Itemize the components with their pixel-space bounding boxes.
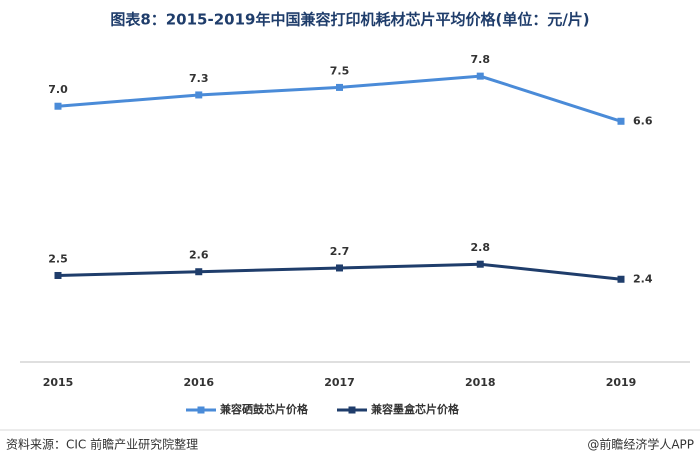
point-marker (476, 72, 484, 80)
data-label: 2.6 (189, 249, 209, 262)
point-marker (54, 102, 62, 110)
legend-marker (197, 406, 205, 414)
point-marker (195, 91, 203, 99)
point-marker (476, 260, 484, 268)
data-label: 7.5 (330, 64, 350, 77)
legend-label: 兼容硒鼓芯片价格 (220, 402, 309, 416)
data-label: 2.7 (330, 245, 350, 258)
x-tick-label: 2018 (465, 376, 496, 389)
point-marker (195, 268, 203, 276)
legend-label: 兼容墨盒芯片价格 (371, 402, 460, 416)
x-tick-label: 2015 (43, 376, 74, 389)
x-tick-label: 2016 (183, 376, 214, 389)
point-marker (54, 271, 62, 279)
x-tick-label: 2017 (324, 376, 355, 389)
point-marker (617, 275, 625, 283)
chart-title: 图表8：2015-2019年中国兼容打印机耗材芯片平均价格(单位：元/片) (110, 11, 589, 29)
data-label: 2.5 (48, 252, 68, 265)
data-label: 2.4 (633, 272, 653, 285)
data-label: 2.8 (471, 241, 491, 254)
credit: @前瞻经济学人APP (587, 437, 694, 452)
source: 资料来源：CIC 前瞻产业研究院整理 (6, 437, 198, 452)
point-marker (336, 83, 343, 91)
legend-marker (348, 406, 356, 414)
data-label: 7.0 (48, 83, 68, 96)
point-marker (336, 264, 343, 272)
x-tick-label: 2019 (606, 376, 637, 389)
data-label: 7.8 (471, 53, 491, 66)
data-label: 6.6 (633, 114, 653, 127)
data-label: 7.3 (189, 72, 209, 85)
point-marker (617, 117, 625, 125)
